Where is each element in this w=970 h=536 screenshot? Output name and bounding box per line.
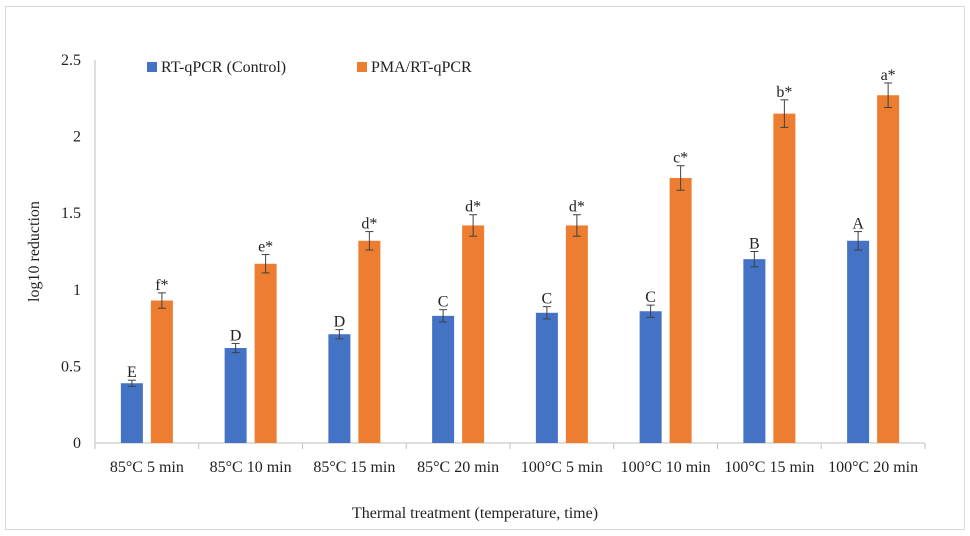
y-tick-label: 0 bbox=[73, 435, 81, 452]
bar bbox=[639, 311, 662, 443]
significance-label: f* bbox=[155, 277, 168, 294]
bar bbox=[224, 348, 247, 443]
x-tick-label: 85°C 10 min bbox=[210, 459, 292, 476]
x-axis-title: Thermal treatment (temperature, time) bbox=[352, 505, 598, 522]
series-1: f* e* d* d* d* c* b* a* bbox=[150, 67, 900, 444]
significance-label: D bbox=[334, 314, 346, 331]
bar bbox=[669, 177, 692, 444]
bars: E D D C C C B Af* e* d* d* d* c* b* a* bbox=[120, 67, 900, 444]
significance-label: d* bbox=[569, 199, 585, 216]
significance-label: A bbox=[852, 216, 864, 233]
significance-label: d* bbox=[361, 216, 377, 233]
y-tick-label: 0.5 bbox=[61, 358, 81, 375]
bar bbox=[847, 240, 870, 443]
x-tick-label: 100°C 15 min bbox=[724, 459, 814, 476]
bar bbox=[328, 334, 351, 443]
x-tick-labels: 85°C 5 min 85°C 10 min 85°C 15 min 85°C 20 … bbox=[94, 443, 926, 476]
y-tick-label: 1.5 bbox=[61, 205, 81, 222]
bar bbox=[535, 312, 558, 443]
y-tick-label: 1 bbox=[73, 282, 81, 299]
x-tick-label: 85°C 15 min bbox=[313, 459, 395, 476]
significance-label: C bbox=[645, 289, 656, 306]
bar bbox=[462, 225, 485, 443]
bar bbox=[877, 95, 900, 444]
significance-label: e* bbox=[258, 239, 273, 256]
significance-label: E bbox=[127, 364, 137, 381]
x-tick-label: 85°C 20 min bbox=[417, 459, 499, 476]
bar bbox=[743, 259, 766, 443]
significance-label: b* bbox=[776, 84, 792, 101]
y-axis-title: log10 reduction bbox=[26, 201, 43, 302]
significance-label: c* bbox=[673, 150, 688, 167]
y-tick-label: 2 bbox=[73, 129, 81, 146]
significance-label: D bbox=[230, 327, 242, 344]
significance-label: B bbox=[749, 236, 760, 253]
legend: RT-qPCR (Control) PMA/RT-qPCR bbox=[147, 59, 472, 76]
bar bbox=[150, 300, 173, 443]
bar bbox=[773, 113, 796, 444]
significance-label: C bbox=[542, 291, 553, 308]
x-tick-label: 85°C 5 min bbox=[110, 459, 184, 476]
significance-label: C bbox=[438, 294, 449, 311]
significance-label: d* bbox=[465, 199, 481, 216]
legend-label: PMA/RT-qPCR bbox=[371, 59, 472, 76]
bar bbox=[120, 383, 143, 443]
axes bbox=[94, 60, 925, 444]
legend-swatch bbox=[147, 62, 157, 72]
x-tick-label: 100°C 20 min bbox=[828, 459, 918, 476]
legend-swatch bbox=[357, 62, 367, 72]
legend-label: RT-qPCR (Control) bbox=[161, 59, 286, 76]
bar bbox=[254, 263, 277, 443]
bar bbox=[565, 225, 588, 443]
series-0: E D D C C C B A bbox=[120, 216, 870, 443]
y-tick-label: 2.5 bbox=[61, 52, 81, 69]
x-tick-label: 100°C 5 min bbox=[521, 459, 603, 476]
x-tick-label: 100°C 10 min bbox=[621, 459, 711, 476]
bar bbox=[358, 240, 381, 443]
y-tick-labels: 0 0.5 1 1.5 2 2.5 bbox=[61, 52, 81, 452]
significance-label: a* bbox=[881, 67, 896, 84]
bar bbox=[432, 315, 455, 443]
